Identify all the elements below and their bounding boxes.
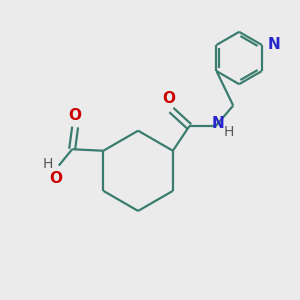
Text: O: O <box>49 171 62 186</box>
Text: N: N <box>267 38 280 52</box>
Text: O: O <box>69 107 82 122</box>
Text: O: O <box>162 91 175 106</box>
Text: N: N <box>212 116 224 131</box>
Text: H: H <box>42 157 53 171</box>
Text: H: H <box>224 125 234 139</box>
